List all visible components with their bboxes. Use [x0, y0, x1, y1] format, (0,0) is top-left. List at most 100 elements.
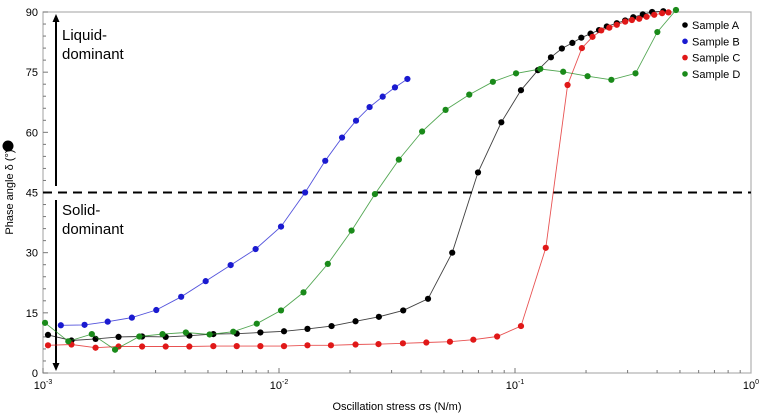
data-point	[404, 75, 411, 83]
liquid-label-line2: dominant	[62, 46, 125, 63]
data-point	[348, 227, 355, 234]
data-point	[230, 328, 237, 335]
data-point	[81, 321, 88, 328]
data-point	[470, 336, 477, 343]
data-point	[257, 329, 264, 336]
series-sample-b	[57, 75, 411, 329]
data-point	[564, 81, 571, 89]
x-tick-base: 10	[34, 380, 46, 392]
data-point	[280, 328, 288, 335]
data-point	[399, 340, 407, 347]
data-point	[366, 103, 373, 111]
data-point	[446, 338, 454, 345]
data-point	[88, 330, 95, 338]
data-point	[622, 18, 629, 25]
data-point	[569, 39, 576, 46]
data-point	[328, 322, 335, 330]
data-point	[115, 333, 122, 340]
arrow-up-icon	[52, 14, 60, 22]
data-point	[537, 65, 544, 73]
x-tick-labels: 10-3 10-2 10-1 100	[34, 379, 759, 392]
x-tick-exponent: 0	[755, 379, 759, 386]
legend-marker-icon	[682, 54, 688, 61]
legend-marker-icon	[682, 22, 688, 28]
data-point	[654, 28, 661, 36]
data-point	[400, 307, 407, 314]
data-point	[560, 68, 567, 75]
data-point	[162, 343, 169, 350]
data-point	[182, 329, 189, 336]
data-point	[613, 21, 620, 28]
data-point	[589, 33, 596, 40]
series-sample-a	[44, 8, 667, 344]
data-point	[352, 341, 359, 348]
legend-label: Sample B	[692, 36, 740, 48]
x-tick-label: 10-3	[34, 379, 53, 392]
series-line	[44, 9, 677, 351]
data-point	[651, 11, 658, 18]
data-point	[558, 45, 565, 52]
data-point	[57, 322, 64, 329]
data-point	[41, 319, 49, 326]
data-point	[139, 343, 146, 350]
data-point	[227, 262, 234, 269]
data-point	[419, 128, 426, 135]
y-tick-label: 15	[26, 308, 38, 320]
data-point	[257, 343, 264, 350]
data-point	[277, 307, 285, 314]
y-tick-label: 90	[26, 7, 38, 19]
data-point	[466, 91, 473, 98]
data-point	[202, 278, 209, 285]
legend-marker-icon	[682, 38, 688, 45]
data-point	[636, 15, 643, 22]
series-layer	[41, 6, 680, 353]
data-point	[233, 343, 240, 350]
data-point	[327, 342, 335, 349]
x-tick-exponent: -2	[282, 379, 288, 386]
series-line	[60, 78, 408, 326]
series-line	[47, 10, 664, 341]
x-tick-exponent: -1	[518, 379, 524, 386]
data-point	[547, 54, 555, 61]
x-tick-base: 10	[506, 380, 518, 392]
x-axis-label: Oscillation stress σs (N/m)	[332, 401, 461, 413]
legend-label: Sample D	[692, 69, 740, 81]
axis-ticks	[42, 11, 741, 374]
data-point	[517, 87, 525, 94]
data-point	[210, 343, 217, 350]
y-axis-label: Phase angle δ (°)	[4, 149, 16, 234]
data-point	[442, 106, 449, 113]
data-point	[606, 24, 613, 31]
data-point	[665, 9, 672, 16]
data-point	[304, 342, 311, 349]
data-point	[643, 13, 650, 20]
y-tick-label: 30	[26, 248, 38, 260]
data-point	[628, 16, 636, 24]
data-point	[379, 93, 386, 100]
data-point	[44, 331, 52, 338]
liquid-label-line1: Liquid-	[62, 27, 107, 44]
data-point	[391, 84, 399, 91]
solid-label-line2: dominant	[62, 221, 125, 238]
data-point	[658, 10, 666, 17]
data-point	[498, 119, 505, 126]
data-point	[92, 344, 99, 351]
solid-label-line1: Solid-	[62, 202, 100, 219]
x-tick-label: 10-2	[270, 379, 289, 392]
x-tick-exponent: -3	[46, 379, 52, 386]
data-point	[517, 322, 525, 330]
data-point	[65, 338, 72, 345]
data-point	[474, 169, 482, 176]
x-tick-label: 100	[743, 379, 759, 392]
data-point	[253, 320, 260, 327]
data-point	[324, 260, 331, 267]
data-point	[375, 341, 382, 348]
data-point	[159, 330, 166, 338]
legend-label: Sample C	[692, 53, 740, 65]
data-point	[375, 313, 382, 320]
data-point	[44, 342, 52, 349]
data-point	[186, 343, 193, 350]
data-point	[352, 318, 359, 325]
y-tick-label: 0	[32, 368, 38, 380]
